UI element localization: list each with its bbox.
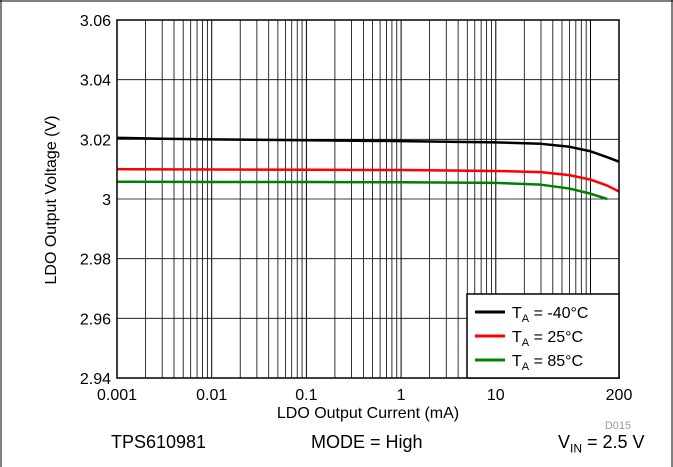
legend-label-3: TA = 85°C [512,353,583,373]
x-tick-label: 10 [487,387,505,404]
x-tick-label: 0.1 [295,387,317,404]
series-layer [116,136,620,201]
x-tick-label: 1 [397,387,406,404]
x-tick-label: 200 [606,387,633,404]
y-tick-label: 3 [102,192,111,209]
y-tick-label: 3.04 [80,73,111,90]
vin-label: VIN = 2.5 V [558,432,645,456]
y-tick-label: 2.98 [80,252,111,269]
vin-subscript: IN [570,441,583,456]
legend-label-2: TA = 25°C [512,329,583,349]
vin-prefix: V [558,432,571,452]
device-name: TPS610981 [111,432,207,452]
plot-area [116,19,620,379]
mode-label: MODE = High [311,432,423,452]
vin-value: = 2.5 V [582,432,645,452]
y-tick-label: 2.96 [80,311,111,328]
y-tick-label: 3.02 [80,132,111,149]
series-line-3 [116,180,608,201]
figure-id: D015 [605,420,631,432]
legend: TA = -40°C TA = 25°C TA = 85°C [466,293,620,379]
y-axis-label: LDO Output Voltage (V) [43,116,60,285]
legend-label-1: TA = -40°C [512,305,588,325]
tick-labels: 0.001 0.01 0.1 1 10 200 2.94 2.96 2.98 3 3.02 3.04 3… [80,13,633,404]
series-line-2 [116,167,620,193]
y-tick-label: 3.06 [80,13,111,30]
series-line-1 [116,136,620,163]
y-tick-label: 2.94 [80,371,111,388]
x-tick-label: 0.001 [97,387,137,404]
x-tick-label: 0.01 [196,387,227,404]
x-axis-label: LDO Output Current (mA) [277,405,459,422]
